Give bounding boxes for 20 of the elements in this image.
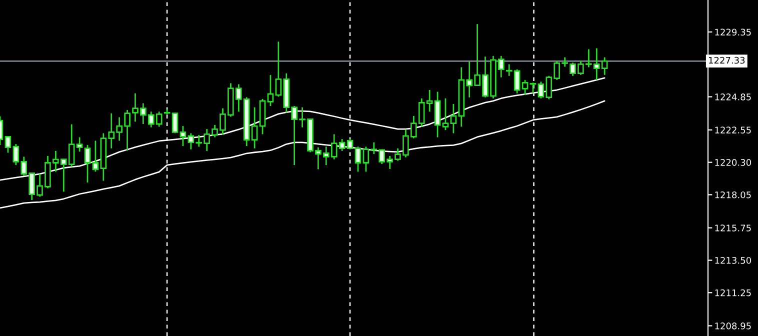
- ref-line-label: 1227.33: [708, 56, 745, 64]
- candlestick: [172, 112, 178, 134]
- y-tick-label: 1224.85: [715, 94, 751, 100]
- candlestick: [180, 125, 186, 147]
- y-tick-label: 1229.35: [715, 28, 751, 36]
- y-tick-label: 1215.75: [715, 224, 751, 232]
- y-tick-label: 1213.50: [715, 256, 751, 264]
- candlestick: [442, 98, 449, 131]
- candlestick: [522, 79, 528, 96]
- y-tick-label: 1218.05: [715, 191, 751, 198]
- y-tick-label: 1208.95: [715, 322, 751, 330]
- candlestick: [346, 138, 354, 150]
- candlestick: [84, 144, 91, 184]
- candlestick: [92, 140, 99, 172]
- y-tick-label: 1222.55: [715, 126, 751, 134]
- y-tick-label: 1220.30: [715, 159, 751, 166]
- candlestick: [354, 146, 362, 172]
- y-tick-label: 1211.25: [715, 289, 751, 296]
- candlestick: [530, 82, 536, 94]
- candlestick: [267, 74, 274, 107]
